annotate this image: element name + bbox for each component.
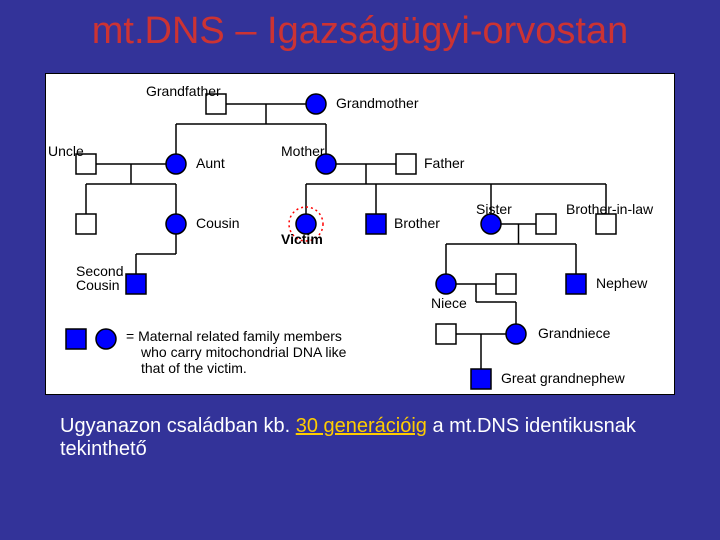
niece-symbol [436,274,456,294]
legend-text-2: who carry mitochondrial DNA like [140,344,347,360]
legend-circle [96,329,116,349]
page-title: mt.DNS – Igazságügyi-orvostan [0,0,720,63]
second-cousin-label: Cousin [76,277,120,293]
grandniece-symbol [506,324,526,344]
brother-symbol [366,214,386,234]
niece-husband-symbol [496,274,516,294]
title-text: mt.DNS – Igazságügyi-orvostan [92,10,628,52]
mother-label: Mother [281,143,325,159]
ggnephew-label: Great grandnephew [501,370,626,386]
sister-symbol [481,214,501,234]
ggnephew-symbol [471,369,491,389]
footer-highlight: 30 generációig [296,415,427,437]
nephew-symbol [566,274,586,294]
niece-label: Niece [431,295,467,311]
grandniece-label: Grandniece [538,325,611,341]
brother-in-law-symbol [596,214,616,234]
legend-text-3: that of the victim. [141,360,247,376]
footer-caption: Ugyanazon családban kb. 30 generációig a… [0,395,720,461]
cousin-label: Cousin [196,215,240,231]
sister-label: Sister [476,201,512,217]
father-symbol [396,154,416,174]
victim-label: Victim [281,231,323,247]
grandniece-sp-symbol [436,324,456,344]
father-label: Father [424,155,465,171]
brother-in-law-label: Brother-in-law [566,201,654,217]
legend-square [66,329,86,349]
nephew-label: Nephew [596,275,648,291]
grandmother-symbol [306,94,326,114]
footer-part1: Ugyanazon családban kb. [60,415,296,437]
aunt-label: Aunt [196,155,225,171]
grandfather-label: Grandfather [146,83,221,99]
pedigree-diagram: Grandfather Grandmother Uncle Aunt Mother Fat… [45,73,675,395]
sister-husband-symbol [536,214,556,234]
second-cousin-symbol [126,274,146,294]
legend-text-1: = Maternal related family members [126,328,342,344]
pedigree-svg: Grandfather Grandmother Uncle Aunt Mother Fat… [46,74,676,394]
cousin-symbol [166,214,186,234]
uncle-label: Uncle [48,143,84,159]
aunt-symbol [166,154,186,174]
uncle-son-symbol [76,214,96,234]
brother-label: Brother [394,215,440,231]
grandmother-label: Grandmother [336,95,419,111]
